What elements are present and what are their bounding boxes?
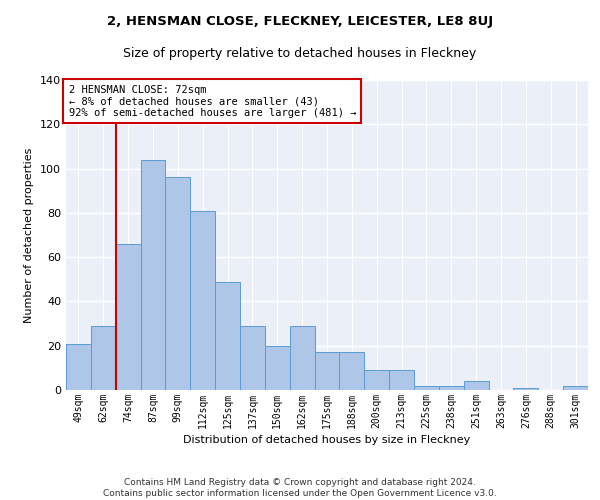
Bar (91, 326, 116, 390)
Text: Size of property relative to detached houses in Fleckney: Size of property relative to detached ho… (124, 48, 476, 60)
Bar (340, 352, 364, 390)
Bar (389, 370, 414, 390)
Bar (439, 386, 464, 390)
X-axis label: Distribution of detached houses by size in Fleckney: Distribution of detached houses by size … (184, 435, 470, 445)
Bar (66, 344, 91, 390)
Bar (514, 388, 538, 390)
Bar (215, 282, 240, 390)
Bar (364, 370, 389, 390)
Bar (290, 326, 314, 390)
Text: 2 HENSMAN CLOSE: 72sqm
← 8% of detached houses are smaller (43)
92% of semi-deta: 2 HENSMAN CLOSE: 72sqm ← 8% of detached … (68, 84, 356, 118)
Bar (414, 386, 439, 390)
Bar (265, 346, 290, 390)
Bar (314, 352, 340, 390)
Y-axis label: Number of detached properties: Number of detached properties (25, 148, 34, 322)
Text: 2, HENSMAN CLOSE, FLECKNEY, LEICESTER, LE8 8UJ: 2, HENSMAN CLOSE, FLECKNEY, LEICESTER, L… (107, 15, 493, 28)
Bar (116, 244, 140, 390)
Bar (140, 160, 166, 390)
Bar (464, 381, 488, 390)
Bar (563, 386, 588, 390)
Bar (190, 210, 215, 390)
Bar (240, 326, 265, 390)
Text: Contains HM Land Registry data © Crown copyright and database right 2024.
Contai: Contains HM Land Registry data © Crown c… (103, 478, 497, 498)
Bar (166, 178, 190, 390)
